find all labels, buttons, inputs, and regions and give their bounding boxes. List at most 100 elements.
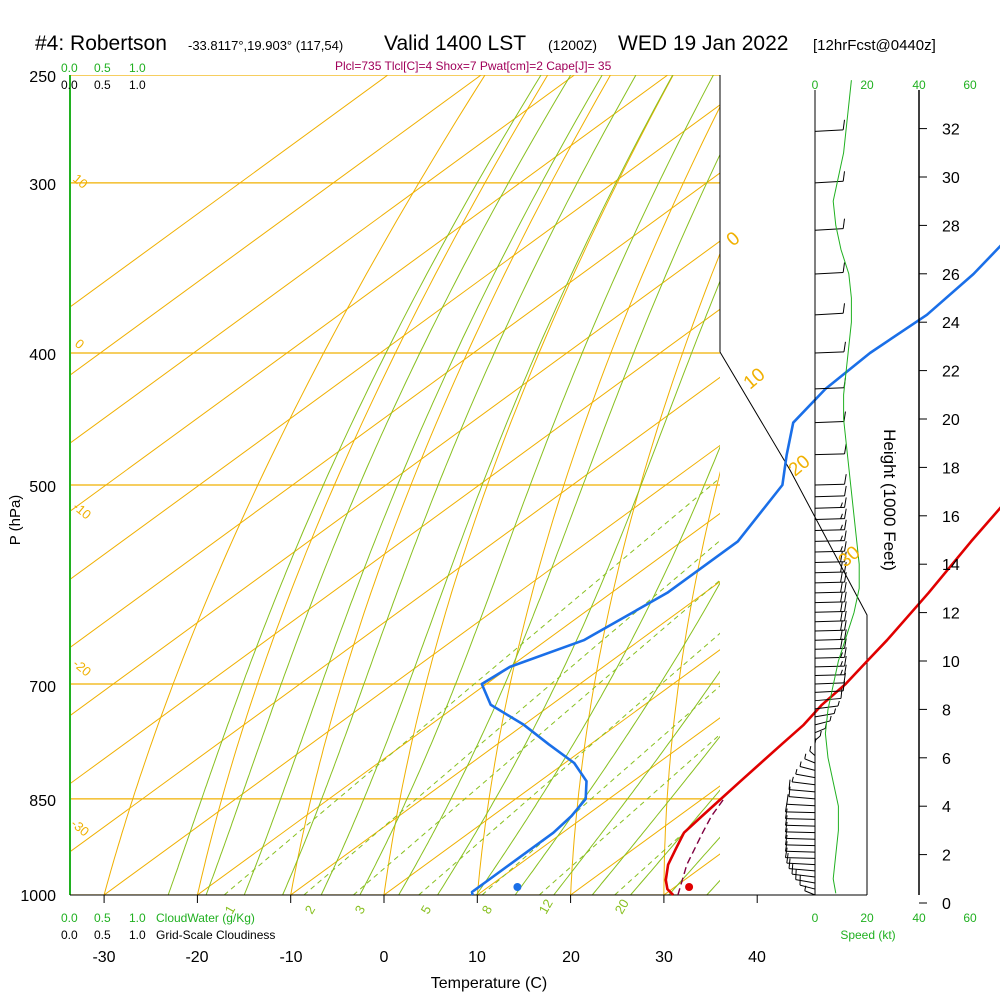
wind-barb-feather — [840, 582, 843, 593]
wind-barb — [814, 508, 847, 520]
mixing-ratio-line — [418, 632, 720, 895]
isotherm-line — [70, 75, 668, 512]
wind-barb — [809, 746, 816, 756]
height-tick-label: 12 — [942, 606, 960, 623]
wind-barb-staff — [814, 638, 845, 641]
wind-barbs — [784, 90, 847, 896]
height-tick-label: 28 — [942, 218, 960, 235]
wind-barb-feather — [844, 530, 847, 541]
height-tick-label: 2 — [942, 848, 951, 865]
wind-barb-feather — [784, 828, 788, 839]
wind-barb-feather — [809, 746, 812, 752]
wind-barb-staff — [814, 550, 845, 553]
moist-adiabat-line — [437, 279, 720, 895]
speed-tick-bottom: 0 — [812, 911, 819, 925]
wind-barb — [788, 779, 816, 793]
wind-barb — [786, 794, 816, 807]
wind-barb-staff — [814, 540, 845, 542]
wind-barb-staff — [814, 228, 844, 231]
pressure-tick-label: 1000 — [20, 888, 56, 905]
wind-barb-staff — [795, 773, 816, 779]
pressure-tick-label: 500 — [29, 479, 56, 496]
wind-barb — [814, 601, 847, 613]
mixing-ratio-line — [481, 685, 720, 895]
isotherm-line — [197, 512, 720, 895]
wind-barb-staff — [814, 665, 845, 668]
wind-barb — [784, 808, 816, 820]
background-lines — [70, 51, 935, 924]
wind-barb-staff — [814, 705, 839, 710]
x-tick-label: 10 — [468, 949, 486, 966]
mixing-ratio-label: 3 — [352, 903, 369, 917]
wind-barb-feather — [784, 808, 788, 819]
wind-barb — [814, 715, 832, 726]
wind-barb — [795, 769, 816, 779]
mixing-ratio-label: 5 — [418, 903, 435, 917]
wind-barb-staff — [814, 483, 845, 486]
wind-barb-feather — [844, 638, 847, 649]
height-tick-label: 10 — [942, 654, 960, 671]
x-tick-label: -20 — [185, 949, 208, 966]
wind-barb — [814, 620, 847, 632]
wind-barb-staff — [791, 873, 816, 878]
wind-barb-feather — [795, 769, 798, 775]
wind-barb-feather — [819, 730, 822, 737]
isotherm-line — [70, 75, 482, 376]
height-tick-label: 30 — [942, 170, 960, 187]
wind-barb-staff — [814, 571, 845, 574]
wind-barb-feather — [842, 119, 846, 130]
dewpoint-profile — [470, 244, 1000, 896]
x-tick-label: -10 — [279, 949, 302, 966]
wind-barb-feather — [844, 572, 847, 583]
height-tick-label: 8 — [942, 702, 951, 719]
plot-frame — [69, 75, 868, 903]
height-tick-label: 22 — [942, 364, 960, 381]
wind-barb-staff — [814, 387, 844, 390]
wind-barb — [814, 581, 847, 594]
wind-barb — [814, 551, 847, 564]
isotherm-line — [477, 717, 720, 895]
height-speed-panel — [824, 80, 927, 904]
wind-barb-feather — [844, 647, 847, 658]
wind-barb-feather — [840, 524, 843, 531]
surface-temperature-dot — [685, 883, 694, 891]
dry-adiabat-line — [103, 75, 486, 895]
wind-barb-staff — [804, 890, 816, 896]
wind-barb-staff — [785, 831, 816, 834]
cloudwater-scale-bottom-2: 1.0 — [129, 911, 146, 925]
wind-barb — [784, 801, 816, 814]
wind-barb-staff — [814, 561, 845, 564]
wind-barb-feather — [840, 513, 843, 519]
wind-barb — [814, 377, 846, 390]
wind-barb-feather — [844, 629, 847, 640]
isotherm-label: 0 — [723, 228, 745, 251]
wind-barb — [814, 610, 847, 623]
speed-tick-top: 20 — [860, 78, 874, 92]
wind-barb-feather — [840, 551, 843, 562]
pressure-tick-label: 300 — [29, 177, 56, 194]
height-tick-label: 14 — [942, 557, 960, 574]
cloudwater-label: CloudWater (g/Kg) — [156, 911, 255, 925]
wind-barb-staff — [788, 868, 816, 872]
x-axis-title: Temperature (C) — [431, 975, 547, 992]
moist-adiabat-line — [167, 75, 542, 895]
cloudiness-scale-top-1: 0.5 — [94, 78, 111, 92]
wind-barb-feather — [840, 638, 843, 649]
surface-dewpoint-dot — [513, 883, 522, 891]
terrain-envelope — [719, 351, 868, 895]
cloudiness-label: Grid-Scale Cloudiness — [156, 928, 275, 942]
speed-axis-title: Speed (kt) — [840, 928, 895, 942]
isotherm-line — [290, 581, 720, 895]
dry-adiabat-line — [663, 470, 720, 895]
height-axis-title: Height (1000 Feet) — [880, 429, 899, 571]
wind-barb — [784, 841, 816, 853]
wind-barb-feather — [844, 591, 847, 602]
height-tick-label: 4 — [942, 799, 951, 816]
wind-barb — [814, 519, 847, 532]
title-forecast: [12hrFcst@0440z] — [813, 37, 936, 54]
wind-barb — [784, 834, 816, 847]
wind-barb-feather — [840, 601, 843, 612]
dry-adiabat-line — [756, 51, 935, 924]
